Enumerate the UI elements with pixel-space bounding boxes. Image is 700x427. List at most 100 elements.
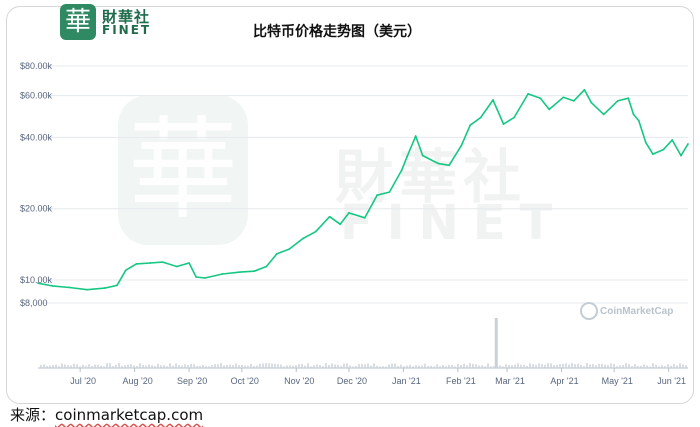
volume-bar [604, 364, 606, 368]
volume-bar [367, 363, 369, 368]
price-point [161, 261, 164, 264]
volume-bar [574, 364, 576, 368]
volume-bar [340, 366, 342, 368]
volume-bar [361, 364, 363, 368]
price-point [314, 230, 317, 233]
volume-bar [259, 363, 261, 368]
volume-bar [370, 365, 372, 368]
price-point [276, 252, 278, 255]
volume-bar [562, 363, 564, 368]
volume-bar [460, 364, 462, 368]
price-point [328, 215, 331, 218]
volume-bar [517, 363, 519, 368]
volume-bar [550, 363, 552, 368]
volume-bar [199, 365, 201, 368]
price-point [687, 143, 689, 145]
y-axis-ticks: $80.00k $60.00k $40.00k $20.00k $10.00k $8,00… [20, 61, 53, 308]
price-point [616, 99, 619, 102]
volume-bar [139, 363, 141, 368]
price-point [602, 113, 605, 116]
price-point [116, 284, 118, 287]
price-point [590, 101, 593, 104]
volume-bar [430, 365, 432, 368]
x-tick-label: May '21 [602, 376, 633, 386]
volume-bar [331, 363, 333, 368]
volume-bar [664, 365, 666, 368]
volume-bar [565, 363, 567, 368]
volume-bar [493, 366, 495, 368]
volume-bar [295, 365, 297, 368]
volume-bar [610, 363, 612, 368]
volume-bar [214, 364, 216, 368]
volume-bar [154, 365, 156, 368]
volume-bar [379, 366, 381, 368]
volume-bar [328, 364, 330, 368]
x-tick-label: Nov '20 [284, 376, 314, 386]
volume-bar [298, 364, 300, 368]
volume-bar [355, 365, 357, 368]
volume-bar [583, 366, 585, 368]
volume-bar [244, 365, 246, 368]
volume-bar [454, 366, 456, 368]
volume-bar [283, 366, 285, 368]
volume-bar [622, 364, 624, 368]
volume-bar [193, 364, 195, 368]
volume-bar [424, 363, 426, 368]
volume-bar [130, 364, 132, 368]
volume-bar [247, 365, 249, 368]
volume-bar [241, 364, 243, 368]
y-tick-label: $10.00k [20, 275, 53, 285]
volume-bar [70, 365, 72, 368]
price-point [662, 148, 665, 151]
x-tick-label: Feb '21 [446, 376, 476, 386]
chart-frame [6, 6, 694, 404]
x-tick-label: Aug '20 [122, 376, 152, 386]
volume-bar [55, 364, 57, 368]
volume-bar [325, 363, 327, 368]
volume-bar [358, 364, 360, 368]
volume-bar [382, 366, 384, 368]
volume-bar [343, 363, 345, 368]
volume-bar [292, 365, 294, 368]
volume-bar [166, 366, 168, 368]
volume-bar [508, 364, 510, 368]
volume-bar [406, 365, 408, 368]
volume-bar [256, 365, 258, 368]
volume-bar [682, 364, 684, 368]
volume-bar [148, 364, 150, 368]
volume-bar [439, 366, 441, 368]
price-point [421, 154, 424, 157]
volume-bar [607, 364, 609, 368]
volume-bar [190, 363, 192, 368]
price-point [239, 271, 241, 274]
volume-bar [202, 364, 204, 368]
volume-bar [652, 363, 654, 368]
price-point [539, 97, 542, 100]
coinmarketcap-watermark: CoinMarketCap [600, 306, 674, 317]
volume-bar [526, 366, 528, 368]
volume-bar [397, 365, 399, 368]
volume-bar [352, 366, 354, 368]
volume-bar [655, 364, 657, 368]
volume-bar [109, 363, 111, 368]
price-point [527, 93, 530, 95]
price-point [86, 288, 89, 291]
volume-bar [274, 363, 276, 368]
volume-bar [466, 365, 468, 368]
source-link[interactable]: coinmarketcap.com [55, 406, 204, 424]
volume-bar [445, 366, 447, 368]
volume-bar [553, 365, 555, 368]
price-point [195, 276, 198, 278]
x-tick-label: Sep '20 [177, 376, 207, 386]
volume-bar [388, 364, 390, 368]
price-point [124, 269, 127, 272]
volume-bar [649, 366, 651, 368]
volume-bar [118, 363, 120, 368]
volume-bar [322, 366, 324, 368]
volume-bar [658, 366, 660, 368]
volume-bar [505, 364, 507, 368]
price-point [437, 162, 440, 165]
price-point [502, 123, 505, 125]
volume-bar [97, 364, 99, 368]
